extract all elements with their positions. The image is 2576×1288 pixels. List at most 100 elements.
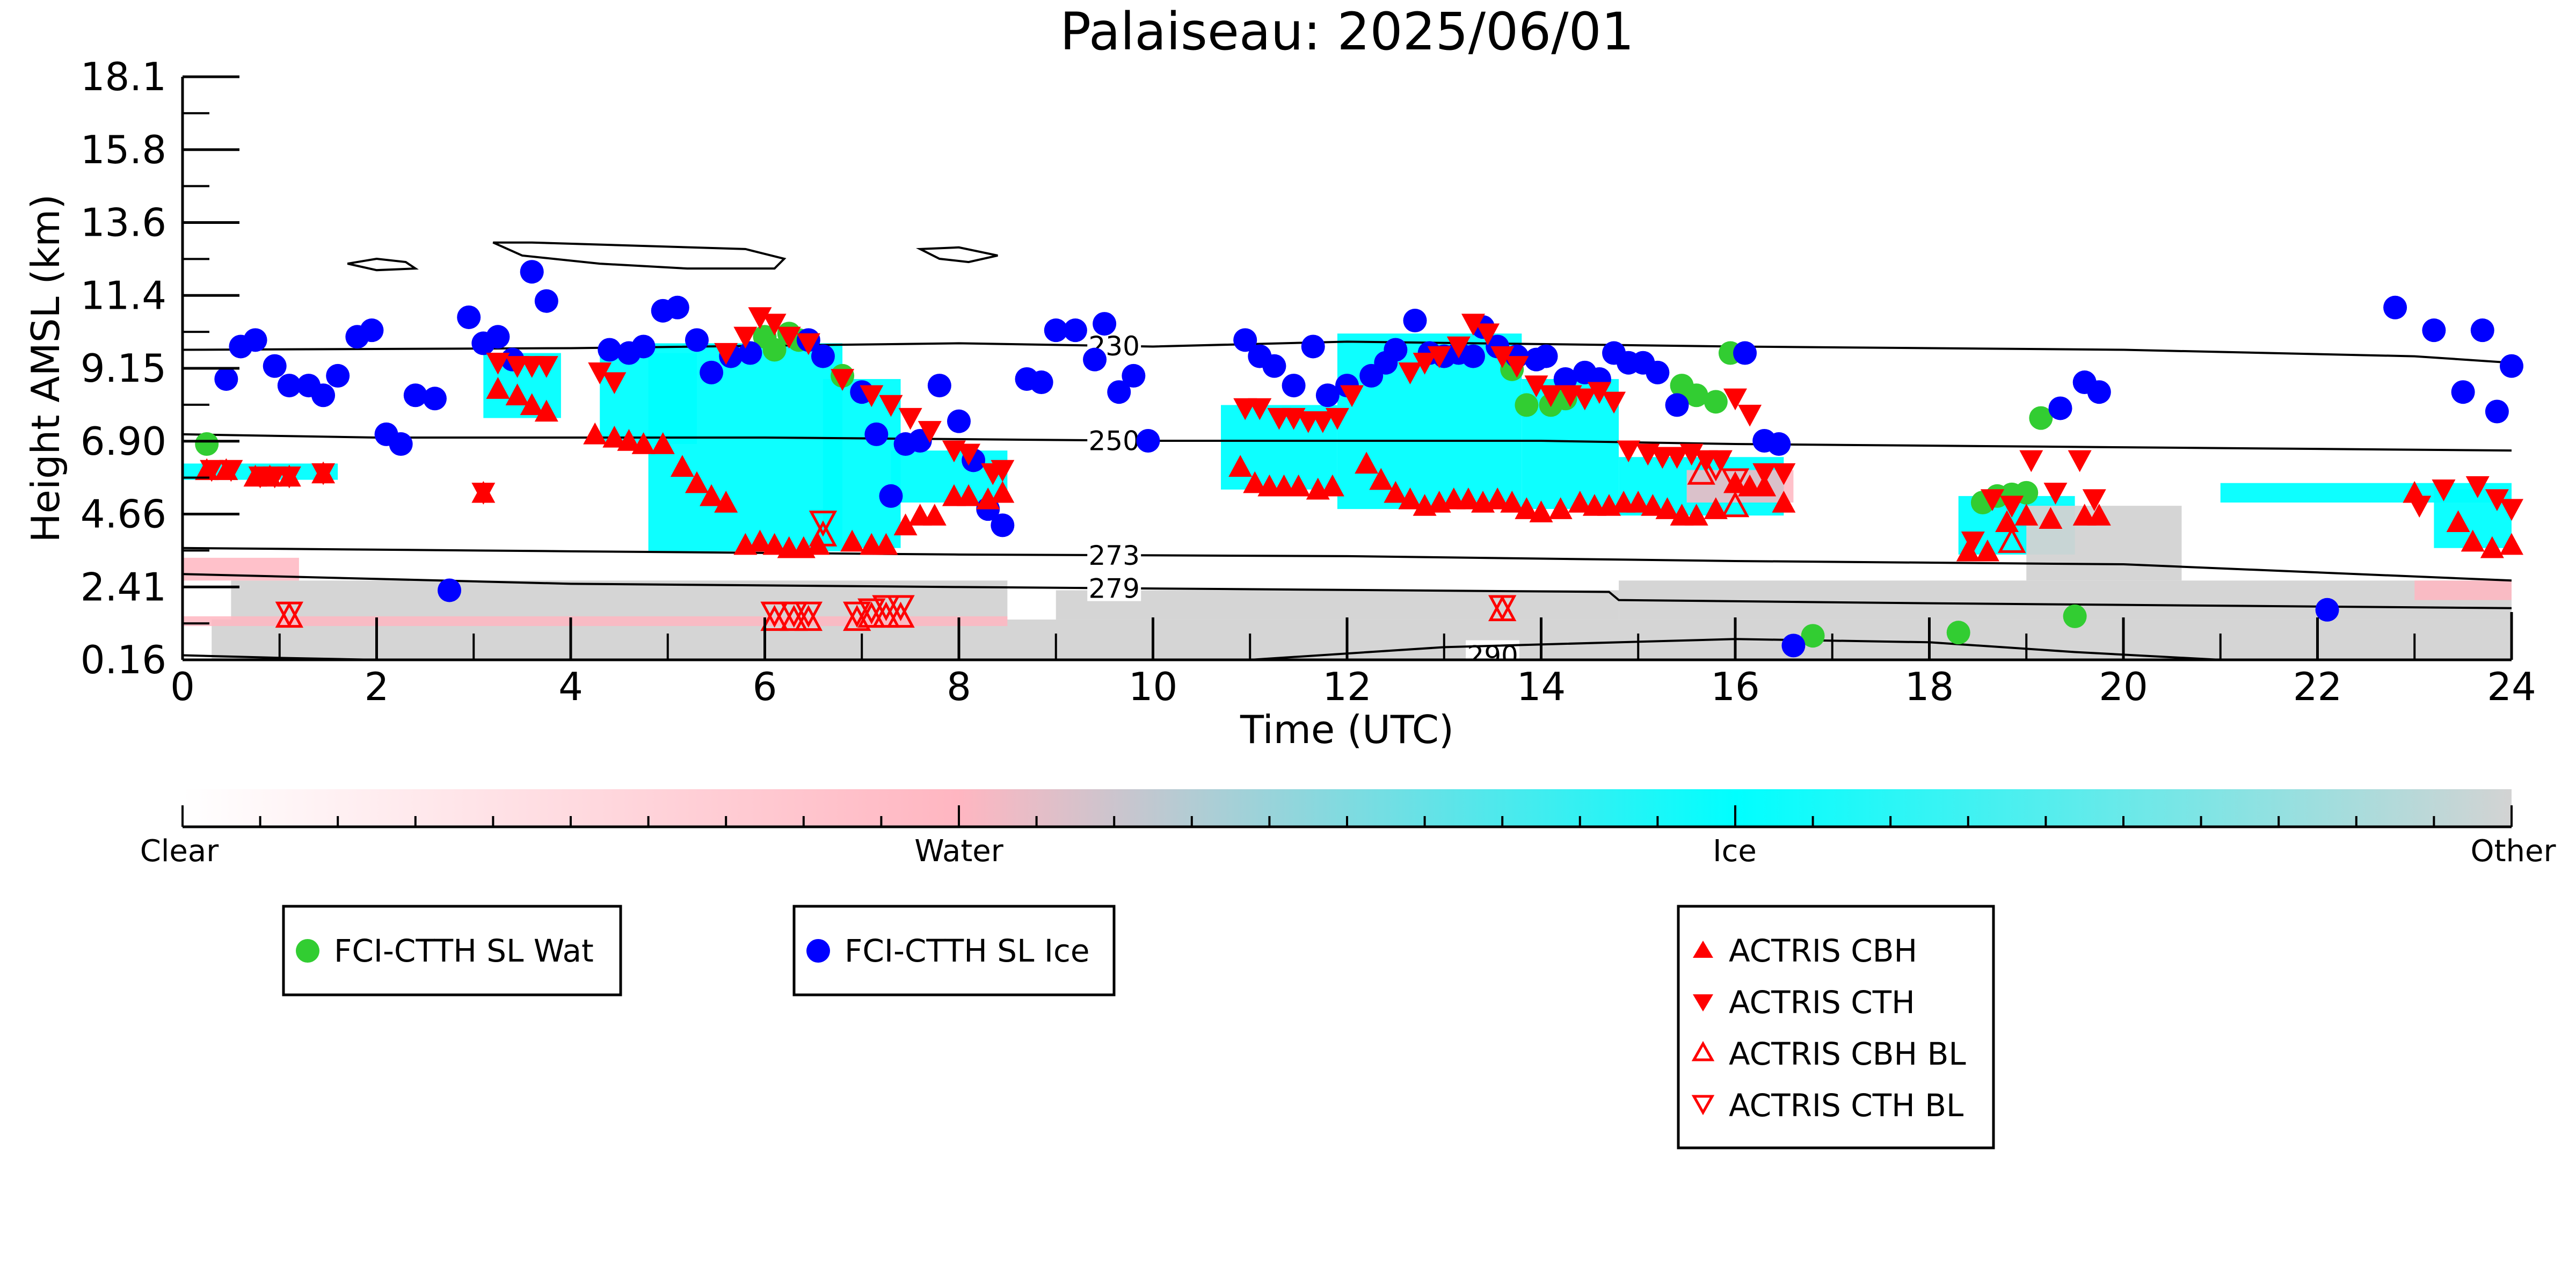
data-point — [1733, 341, 1757, 365]
data-point — [2039, 507, 2063, 529]
data-point — [1767, 432, 1791, 456]
x-tick-label: 2 — [365, 664, 389, 709]
data-point — [598, 338, 622, 362]
data-point — [857, 601, 886, 628]
data-point — [1044, 318, 1068, 343]
data-point — [670, 455, 694, 477]
data-point — [780, 601, 808, 628]
data-point — [1320, 474, 1344, 497]
data-point — [2082, 489, 2106, 511]
data-point — [1063, 318, 1087, 343]
data-point — [685, 471, 709, 493]
data-point — [2407, 496, 2432, 518]
data-point — [2063, 604, 2087, 628]
data-point — [1446, 336, 1471, 359]
data-point — [2422, 318, 2446, 343]
data-point — [762, 314, 787, 336]
data-point — [486, 353, 510, 375]
legend-label-cbh-bl: ACTRIS CBH BL — [1729, 1036, 1966, 1072]
data-point — [1534, 344, 1558, 368]
data-point — [1505, 356, 1529, 378]
data-point — [2068, 450, 2092, 472]
data-point — [1461, 314, 1485, 336]
data-point — [748, 307, 772, 329]
contour-label-bg — [1087, 425, 1141, 454]
data-point — [700, 484, 724, 506]
data-point — [2087, 380, 2111, 404]
x-tick-label: 22 — [2293, 664, 2342, 709]
data-point — [831, 369, 855, 391]
data-point — [1029, 370, 1053, 395]
y-tick-label: 6.90 — [81, 419, 166, 464]
contour-label-290: 290 — [1467, 641, 1518, 672]
data-point — [2500, 499, 2523, 521]
data-point — [1248, 398, 1272, 420]
data-point — [243, 328, 267, 352]
y-tick-label: 11.4 — [81, 273, 166, 318]
data-point — [1476, 323, 1500, 346]
contour-label-273: 273 — [1088, 540, 1139, 571]
data-point — [714, 491, 738, 513]
data-point — [277, 466, 301, 489]
data-point — [588, 362, 612, 384]
data-point — [665, 295, 689, 319]
x-tick-label: 4 — [558, 664, 583, 709]
data-point — [872, 595, 900, 621]
x-ticks: 0 2 4 6 8 10 12 14 16 18 20 22 24 — [170, 617, 2536, 709]
data-point — [1723, 471, 1747, 493]
data-point — [1573, 388, 1597, 411]
phase-region-water — [2414, 580, 2512, 600]
data-point — [534, 356, 558, 378]
data-point — [1311, 411, 1335, 433]
data-point — [1093, 312, 1117, 336]
data-point — [2043, 483, 2068, 505]
data-point — [918, 421, 942, 443]
data-point — [872, 601, 900, 628]
data-point — [809, 520, 838, 547]
legend-marker-cth-bl — [1691, 1095, 1715, 1116]
data-point — [860, 385, 884, 407]
data-point — [738, 341, 762, 365]
data-point — [1398, 362, 1422, 384]
data-point — [1641, 494, 1665, 516]
data-point — [1122, 363, 1146, 388]
data-point — [1956, 539, 1980, 562]
legend-sl-wat: FCI-CTTH SL Wat — [282, 905, 622, 996]
legend-box — [1677, 905, 1995, 1149]
data-point — [275, 601, 304, 628]
contour-label-279: 279 — [1088, 573, 1139, 605]
data-point — [840, 529, 864, 552]
data-markers — [195, 260, 2523, 658]
high-cloud-outline — [347, 257, 419, 272]
data-point — [811, 344, 835, 368]
data-point — [1228, 455, 1253, 477]
data-point — [714, 343, 738, 365]
data-point — [1568, 491, 1592, 513]
data-point — [1687, 459, 1715, 485]
data-point — [2461, 529, 2485, 552]
x-tick-label: 14 — [1517, 664, 1566, 709]
data-point — [886, 601, 915, 628]
data-point — [1701, 455, 1730, 482]
data-point — [651, 432, 675, 454]
data-point — [1626, 491, 1650, 513]
x-tick-label: 24 — [2487, 664, 2536, 709]
data-point — [1752, 474, 1777, 497]
legend-marker-cth — [1693, 994, 1713, 1012]
data-point — [602, 425, 627, 448]
data-point — [748, 529, 772, 552]
data-point — [1282, 374, 1306, 398]
phase-region-other — [1056, 590, 1619, 620]
data-point — [1684, 383, 1708, 407]
data-point — [1315, 383, 1340, 407]
y-tick-label: 13.6 — [81, 200, 166, 245]
data-point — [423, 387, 447, 411]
data-point — [957, 443, 981, 466]
data-point — [602, 372, 627, 395]
data-point — [486, 377, 510, 399]
data-point — [1403, 309, 1427, 333]
x-tick-label: 20 — [2099, 664, 2148, 709]
data-point — [1384, 338, 1408, 362]
data-point — [1772, 491, 1796, 513]
